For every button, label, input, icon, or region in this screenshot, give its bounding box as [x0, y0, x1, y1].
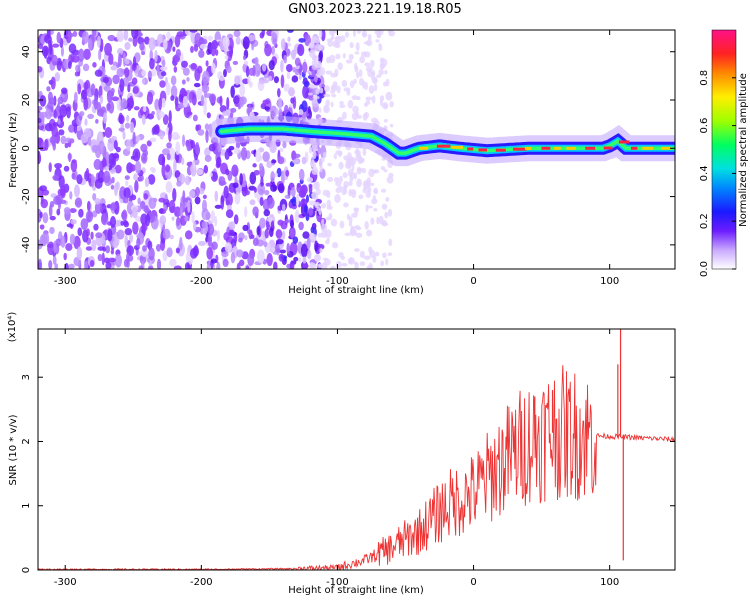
spectrogram-y-axis-label: Frequency (Hz) — [8, 112, 19, 188]
spectrogram-x-tick-label: -200 — [190, 276, 213, 287]
colorbar-ticks: 0.0 0.2 0.4 0.6 0.8 — [699, 70, 736, 277]
colorbar-gradient — [711, 29, 737, 270]
colorbar-tick-label: 0.6 — [699, 118, 710, 134]
snr-y-scale-label: (x10⁴) — [7, 312, 18, 343]
snr-y-tick-label: 2 — [21, 438, 32, 444]
spectrogram-noise — [38, 30, 396, 269]
snr-marks — [38, 329, 675, 570]
snr-panel: -300 -200 -100 0 100 0 1 2 3 Height of straight … — [7, 312, 676, 596]
spectrogram-y-tick-label: 40 — [21, 45, 32, 58]
spectrogram-x-tick-label: -300 — [54, 276, 77, 287]
colorbar-tick-label: 0.2 — [699, 213, 710, 229]
snr-ticks: -300 -200 -100 0 100 0 1 2 3 — [21, 329, 675, 588]
spectrogram-y-tick-label: -20 — [21, 188, 32, 204]
colorbar-tick-label: 0.0 — [699, 261, 710, 277]
spectrogram-y-tick-label: 20 — [21, 94, 32, 107]
snr-y-axis-label: SNR (10 * v/v) — [8, 414, 19, 485]
snr-x-tick-label: -300 — [54, 577, 77, 588]
spectrogram-y-tick-label: -40 — [21, 237, 32, 253]
figure-title: GN03.2023.221.19.18.R05 — [288, 2, 462, 17]
spectrogram-marks — [38, 30, 675, 269]
snr-line — [38, 365, 675, 570]
snr-x-tick-label: -100 — [326, 577, 349, 588]
spectrogram-frame — [37, 29, 676, 270]
snr-y-tick-label: 1 — [21, 503, 32, 509]
spectrogram-y-tick-label: 0 — [21, 145, 32, 151]
snr-x-tick-label: 0 — [470, 577, 476, 588]
colorbar: 0.0 0.2 0.4 0.6 0.8 Normalized spectral ampl… — [699, 29, 749, 277]
spectrogram-x-tick-label: -100 — [326, 276, 349, 287]
snr-y-tick-label: 3 — [21, 374, 32, 380]
snr-y-tick-label: 0 — [21, 567, 32, 573]
spectrogram-x-axis-label: Height of straight line (km) — [288, 285, 424, 296]
ridge-core-marks — [419, 140, 671, 152]
snr-frame — [37, 328, 676, 571]
spectrogram-x-tick-label: 100 — [600, 276, 619, 287]
snr-x-axis-label: Height of straight line (km) — [288, 585, 424, 596]
snr-x-tick-label: 100 — [600, 577, 619, 588]
spectrogram-x-tick-label: 0 — [470, 276, 476, 287]
snr-x-tick-label: -200 — [190, 577, 213, 588]
colorbar-label: Normalized spectral amplitude — [738, 73, 749, 227]
colorbar-tick-label: 0.8 — [699, 70, 710, 86]
colorbar-tick-label: 0.4 — [699, 165, 710, 181]
